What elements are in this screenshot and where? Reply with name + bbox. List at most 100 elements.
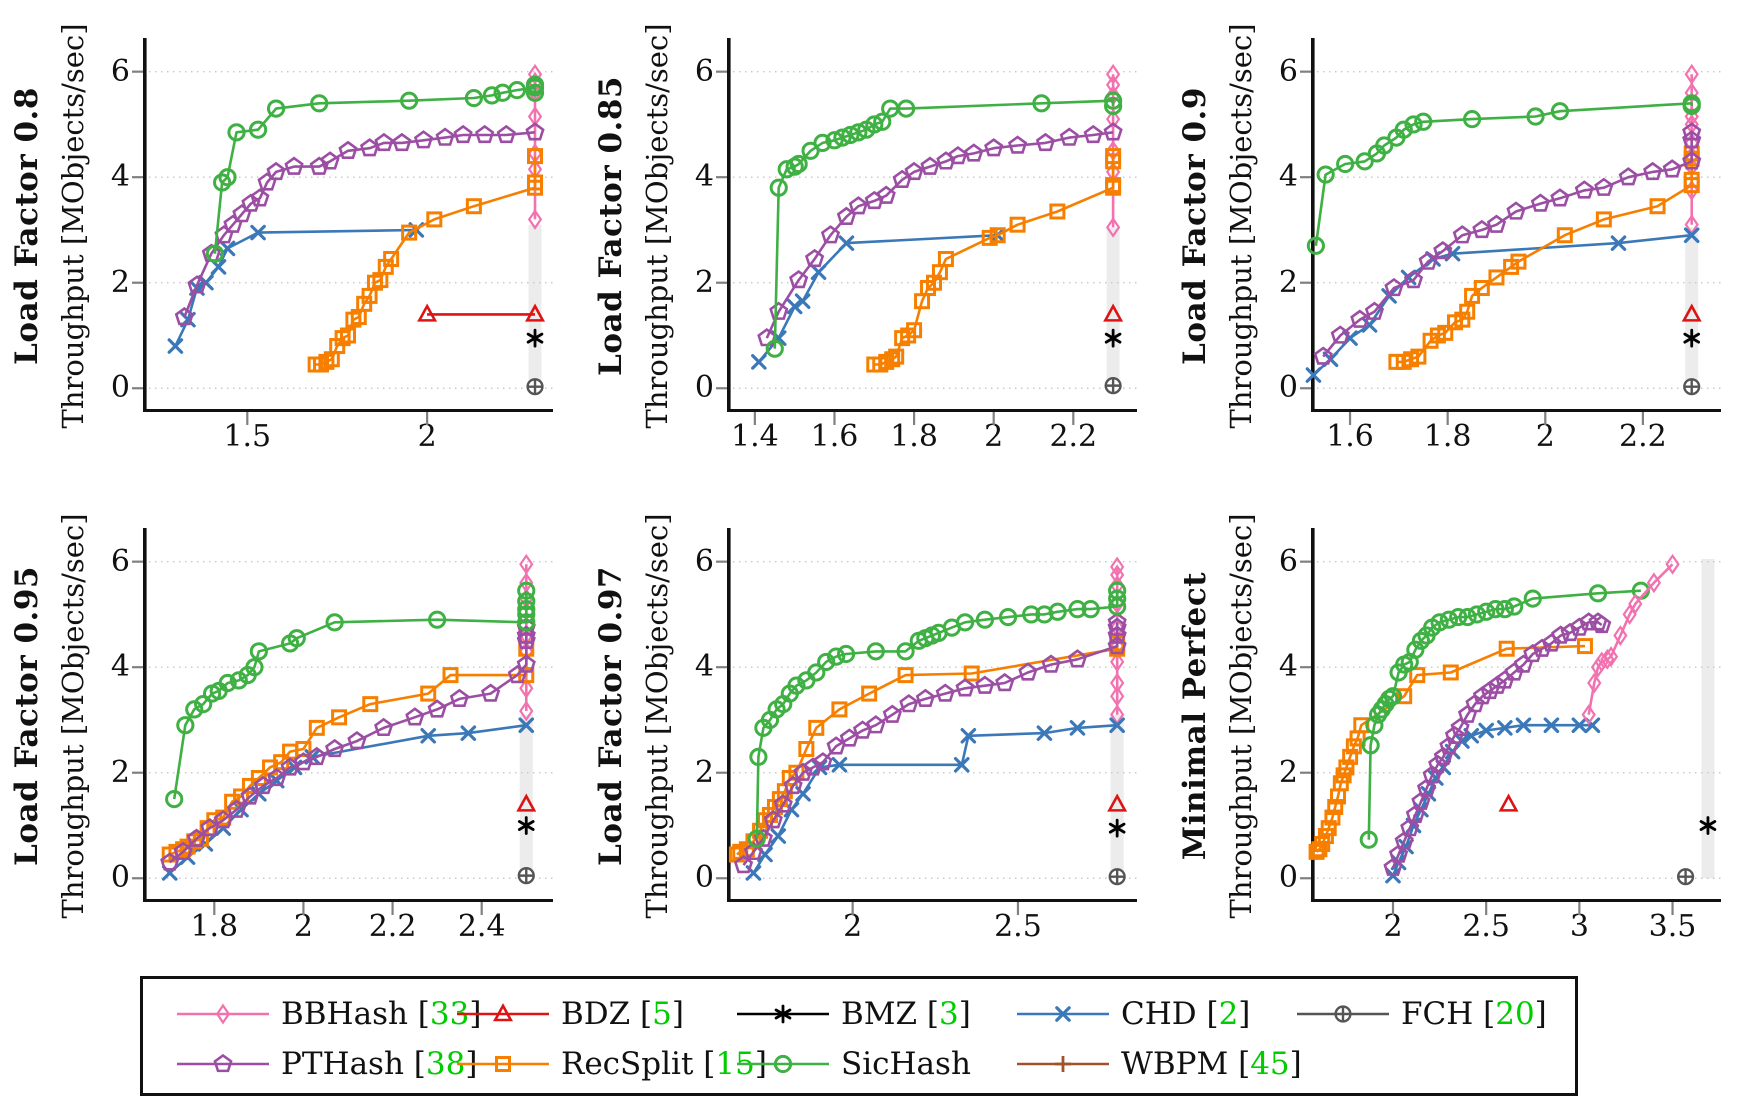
circle-marker-icon	[813, 133, 832, 152]
pentagon-marker-icon	[226, 799, 247, 818]
x-marker-icon	[250, 224, 266, 241]
circle-marker-icon	[1462, 110, 1482, 129]
pentagon-marker-icon	[920, 156, 940, 175]
x-marker-icon	[460, 725, 477, 741]
asterisk-marker-icon	[1683, 328, 1701, 348]
circle-marker-icon	[787, 676, 806, 695]
oplus-marker-icon	[526, 378, 544, 396]
pentagon-marker-icon	[773, 794, 793, 813]
square-marker-icon	[527, 148, 544, 165]
pentagon-marker-icon	[866, 715, 886, 734]
pentagon-marker-icon	[267, 767, 287, 787]
pentagon-marker-icon	[266, 161, 286, 181]
diamond-marker-icon	[1110, 556, 1125, 578]
legend-item-WBPM: WBPM [45]	[1013, 1043, 1302, 1085]
pentagon-marker-icon	[1388, 844, 1409, 863]
x-tick-label: 2	[843, 909, 863, 944]
x-marker-icon	[167, 338, 184, 354]
x-marker-icon	[953, 757, 970, 773]
pentagon-marker-icon	[1444, 725, 1465, 744]
square-marker-icon	[1556, 227, 1573, 244]
circle-marker-icon	[1032, 94, 1051, 113]
square-marker-icon	[1320, 820, 1337, 837]
pentagon-marker-icon	[743, 841, 764, 861]
circle-marker-icon	[1394, 120, 1413, 139]
circle-marker-icon	[1411, 631, 1431, 650]
circle-marker-icon	[749, 747, 768, 766]
y-tick-label: 6	[1278, 53, 1298, 89]
pentagon-marker-icon	[413, 130, 434, 149]
diamond-marker-icon	[519, 553, 534, 575]
circle-marker-icon	[1355, 152, 1374, 171]
diamond-marker-icon	[1105, 108, 1121, 130]
series-PTHash	[1383, 612, 1612, 876]
legend-label-BDZ: BDZ [5]	[561, 996, 684, 1032]
legend-citation: 3	[939, 996, 959, 1032]
diamond-marker-icon	[1110, 651, 1125, 673]
pentagon-marker-icon	[1313, 346, 1333, 365]
series-SicHash	[1306, 94, 1701, 255]
circle-marker-icon	[1477, 602, 1496, 621]
circle-marker-icon	[482, 86, 501, 105]
pentagon-marker-icon	[453, 124, 473, 144]
pentagon-marker-icon	[525, 122, 545, 141]
pentagon-marker-icon	[882, 704, 902, 723]
series-SicHash	[1359, 581, 1650, 849]
pentagon-marker-icon	[813, 752, 833, 771]
legend-marker-BDZ	[457, 1003, 549, 1022]
pentagon-marker-icon	[173, 841, 193, 861]
pentagon-marker-icon	[186, 828, 207, 847]
circle-marker-icon	[517, 592, 536, 611]
pentagon-marker-icon	[935, 683, 955, 702]
x-marker-icon	[770, 828, 787, 844]
circle-marker-icon	[205, 244, 225, 263]
series-BMZ	[517, 816, 535, 835]
diamond-marker-icon	[1587, 672, 1602, 694]
series-BDZ	[1103, 303, 1124, 322]
pentagon-marker-icon	[325, 738, 345, 758]
pentagon-marker-icon	[1550, 188, 1570, 207]
square-marker-icon	[888, 348, 905, 365]
plot-load-factor-0.8: Load Factor 0.8 Throughput [MObjects/sec]…	[0, 0, 584, 470]
series-FCH	[1108, 868, 1126, 886]
legend-marker-RecSplit	[457, 1056, 549, 1072]
series-FCH	[526, 378, 544, 396]
square-marker-icon	[831, 701, 848, 718]
asterisk-marker-icon	[526, 328, 544, 348]
plus-marker-icon	[1055, 1056, 1071, 1072]
plot-title: Load Factor 0.95	[9, 566, 45, 866]
square-marker-icon	[1683, 171, 1700, 188]
plot-title: Load Factor 0.9	[1177, 87, 1213, 365]
x-tick-label: 2	[293, 909, 313, 944]
square-marker-icon	[308, 719, 325, 736]
series-CHD	[1305, 227, 1700, 383]
plot-area	[1300, 38, 1721, 425]
pentagon-marker-icon	[240, 786, 260, 805]
circle-marker-icon	[1359, 830, 1378, 849]
circle-marker-icon	[194, 695, 213, 714]
diamond-marker-icon	[1628, 593, 1643, 615]
y-tick-label: 4	[110, 159, 130, 195]
asterisk-marker-icon	[1699, 816, 1717, 835]
circle-marker-icon	[1467, 605, 1486, 624]
circle-marker-icon	[287, 629, 306, 648]
square-marker-icon	[989, 227, 1006, 244]
pentagon-marker-icon	[475, 124, 495, 144]
diamond-marker-icon	[1613, 625, 1628, 646]
legend-method-name: WBPM	[1121, 1046, 1229, 1082]
y-tick-label: 4	[694, 159, 714, 195]
x-tick-label: 3.5	[1648, 909, 1697, 944]
pentagon-marker-icon	[1523, 643, 1543, 663]
square-marker-icon	[1105, 177, 1122, 194]
legend-marker-BBHash	[177, 1003, 269, 1025]
pentagon-marker-icon	[213, 1053, 233, 1073]
series-line-PTHash	[765, 131, 1114, 339]
circle-marker-icon	[1404, 115, 1423, 134]
y-tick-label: 0	[110, 860, 130, 896]
oplus-marker-icon	[517, 867, 535, 885]
x-tick-label: 2	[984, 419, 1004, 454]
circle-marker-icon	[325, 613, 344, 632]
circle-marker-icon	[873, 112, 892, 131]
legend-item-PTHash: PTHash [38]	[173, 1043, 477, 1085]
diamond-marker-icon	[519, 677, 534, 699]
